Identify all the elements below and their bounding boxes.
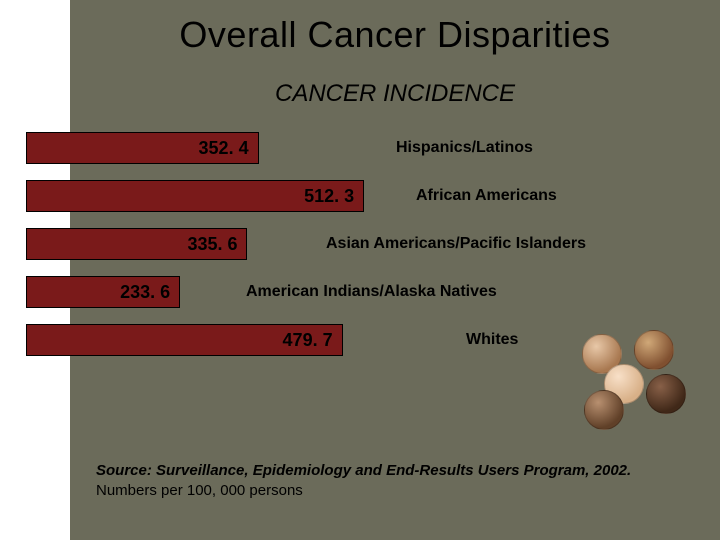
source-citation: Source: Surveillance, Epidemiology and E… <box>96 462 631 479</box>
bar-value: 233. 6 <box>26 276 180 308</box>
slide-subtitle: CANCER INCIDENCE <box>70 80 720 108</box>
bar-value: 335. 6 <box>26 228 247 260</box>
bar-value: 479. 7 <box>26 324 343 356</box>
bar-value: 512. 3 <box>26 180 364 212</box>
bar-row: 512. 3 African Americans <box>26 180 666 218</box>
bar-label: American Indians/Alaska Natives <box>246 276 497 308</box>
bar-label: African Americans <box>416 180 557 212</box>
source-footnote: Source: Surveillance, Epidemiology and E… <box>96 461 680 500</box>
bar-label: Whites <box>466 324 518 356</box>
source-units: Numbers per 100, 000 persons <box>96 482 303 499</box>
bar-label: Hispanics/Latinos <box>396 132 533 164</box>
face-icon <box>634 330 674 370</box>
face-icon <box>646 374 686 414</box>
face-icon <box>584 390 624 430</box>
bar-row: 352. 4 Hispanics/Latinos <box>26 132 666 170</box>
bar-row: 233. 6 American Indians/Alaska Natives <box>26 276 666 314</box>
faces-collage-icon <box>574 330 694 430</box>
slide-body: Overall Cancer Disparities CANCER INCIDE… <box>70 0 720 540</box>
slide: Overall Cancer Disparities CANCER INCIDE… <box>0 0 720 540</box>
bar-label: Asian Americans/Pacific Islanders <box>326 228 586 260</box>
incidence-bar-chart: 352. 4 Hispanics/Latinos 512. 3 African Ame… <box>26 132 666 372</box>
slide-title: Overall Cancer Disparities <box>70 14 720 56</box>
bar-row: 335. 6 Asian Americans/Pacific Islanders <box>26 228 666 266</box>
bar-value: 352. 4 <box>26 132 259 164</box>
bar-row: 479. 7 Whites <box>26 324 666 362</box>
